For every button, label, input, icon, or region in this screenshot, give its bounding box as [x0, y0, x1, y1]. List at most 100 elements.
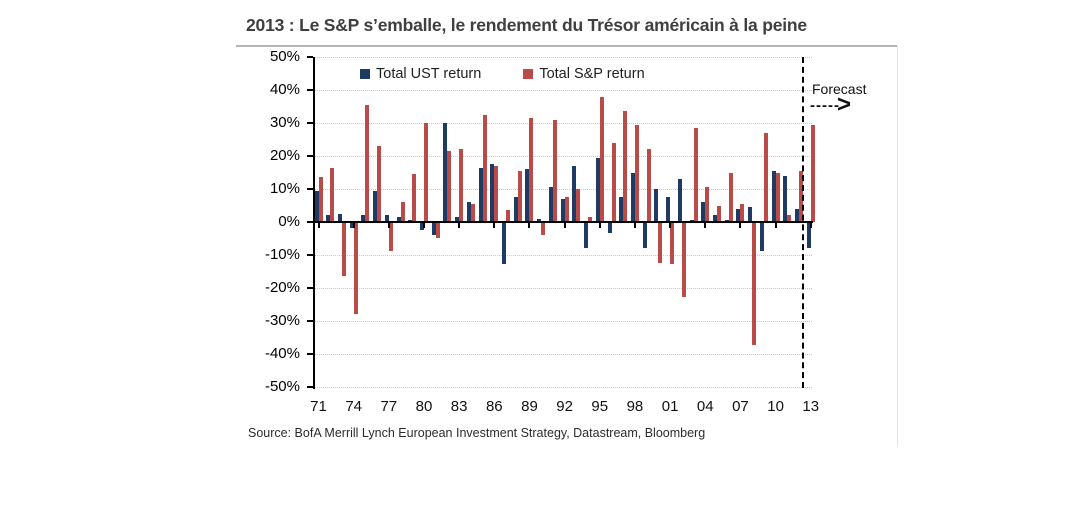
y-axis-tick-0 [307, 221, 313, 223]
x-axis-label-10: 10 [767, 398, 784, 415]
x-axis-label-07: 07 [732, 398, 749, 415]
y-axis-tick--30 [307, 320, 313, 322]
y-axis-tick--50 [307, 386, 313, 388]
x-axis-tick-83 [458, 223, 461, 228]
y-axis-tick-30 [307, 122, 313, 124]
y-axis-tick-50 [307, 56, 313, 58]
x-axis-label-95: 95 [591, 398, 609, 415]
bar-ust-01 [666, 197, 671, 222]
legend-item-sp: Total S&P return [523, 66, 645, 82]
bar-ust-98 [630, 172, 635, 222]
x-axis-tick-92 [563, 223, 566, 228]
bar-ust-05 [712, 215, 717, 222]
bar-ust-11 [783, 175, 788, 222]
gridline--50 [315, 387, 812, 388]
bar-ust-92 [560, 198, 565, 222]
bar-ust-74 [349, 223, 354, 228]
bar-sp-73 [341, 223, 346, 276]
y-axis-label-40: 40% [269, 81, 300, 98]
bar-sp-78 [400, 202, 405, 222]
x-axis-tick-89 [528, 223, 531, 228]
x-axis-tick-71 [317, 223, 320, 228]
bar-ust-75 [361, 215, 366, 222]
bar-sp-74 [353, 223, 358, 314]
gridline--10 [315, 255, 812, 256]
gridline--40 [315, 354, 812, 355]
bar-sp-98 [634, 124, 639, 222]
x-axis-label-71: 71 [310, 398, 327, 415]
bar-sp-02 [681, 223, 686, 298]
bar-sp-84 [470, 203, 475, 222]
x-axis-tick-04 [704, 223, 707, 228]
bar-ust-10 [771, 170, 776, 222]
bar-ust-78 [396, 217, 401, 222]
x-axis-tick-74 [352, 223, 355, 228]
chart-legend: Total UST return Total S&P return [360, 66, 645, 82]
bar-sp-11 [787, 215, 792, 222]
gridline--20 [315, 288, 812, 289]
y-axis-tick-40 [307, 89, 313, 91]
bar-sp-79 [412, 174, 417, 222]
gridline-50 [315, 57, 812, 58]
x-axis-label-86: 86 [485, 398, 503, 415]
bar-chart-plot-area: 50% 40% 30% 20% 10% 0% -10% -20% -30% -40% -50% 71 7… [265, 48, 819, 415]
bar-ust-99 [642, 223, 647, 248]
bar-ust-07 [736, 208, 741, 222]
bar-sp-89 [529, 118, 534, 222]
y-axis-label-50: 50% [269, 48, 300, 65]
y-axis-label--20: -20% [264, 279, 300, 296]
x-axis-tick-80 [422, 223, 425, 228]
bar-ust-97 [619, 197, 624, 222]
bar-ust-71 [314, 190, 319, 222]
bar-ust-82 [443, 123, 448, 222]
x-axis-tick-10 [774, 223, 777, 228]
bar-sp-03 [693, 127, 698, 222]
x-axis-label-80: 80 [415, 398, 433, 415]
bar-sp-08 [752, 223, 757, 346]
bar-ust-87 [502, 223, 507, 265]
bar-sp-91 [552, 119, 557, 222]
bar-ust-13 [806, 223, 811, 248]
bar-ust-96 [607, 223, 612, 233]
bar-ust-91 [548, 187, 553, 222]
bar-sp-72 [330, 167, 335, 222]
bar-ust-84 [466, 202, 471, 222]
bar-sp-77 [388, 223, 393, 252]
bar-sp-00 [658, 223, 663, 263]
bar-sp-85 [482, 114, 487, 222]
bar-sp-92 [564, 197, 569, 222]
bar-sp-10 [775, 172, 780, 222]
y-axis-label-30: 30% [269, 114, 300, 131]
bar-sp-12 [799, 170, 804, 222]
gridline-40 [315, 90, 812, 91]
bar-sp-81 [435, 223, 440, 238]
forecast-divider-line [802, 57, 804, 388]
bar-sp-99 [646, 149, 651, 222]
sp-swatch-icon [523, 69, 534, 79]
legend-label-ust: Total UST return [376, 66, 482, 82]
y-axis-label-10: 10% [269, 180, 300, 197]
x-axis-tick-95 [598, 223, 601, 228]
x-axis-label-01: 01 [661, 398, 679, 415]
y-axis-label--40: -40% [264, 345, 300, 362]
x-axis-tick-07 [739, 223, 742, 228]
bar-sp-06 [728, 172, 733, 222]
bar-ust-86 [490, 164, 495, 222]
legend-label-sp: Total S&P return [539, 66, 645, 82]
x-axis-tick-86 [493, 223, 496, 228]
y-axis-tick-10 [307, 188, 313, 190]
y-axis-label-0: 0% [278, 213, 300, 230]
x-axis-label-83: 83 [450, 398, 468, 415]
bar-sp-71 [318, 177, 323, 222]
bar-ust-85 [478, 167, 483, 222]
zero-baseline [315, 221, 813, 223]
bar-ust-77 [384, 215, 389, 222]
bar-ust-93 [572, 165, 577, 222]
x-axis-label-77: 77 [380, 398, 398, 415]
gridline-20 [315, 156, 812, 157]
bar-ust-83 [455, 217, 460, 222]
forecast-label: Forecast [812, 81, 867, 97]
x-axis-label-89: 89 [521, 398, 538, 415]
bar-sp-09 [763, 132, 768, 222]
y-axis-tick--20 [307, 287, 313, 289]
